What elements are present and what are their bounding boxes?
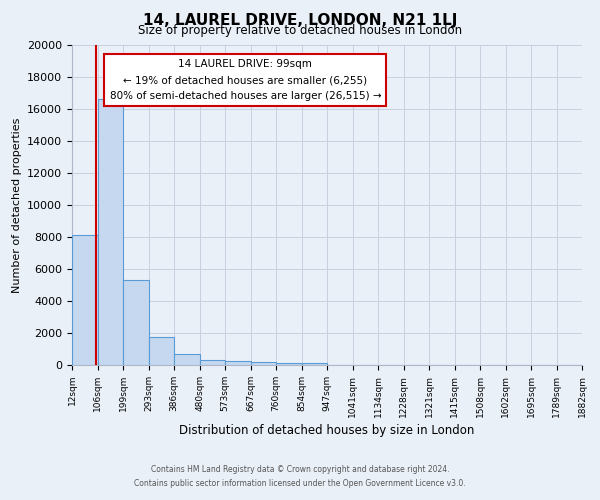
Bar <box>174 354 200 365</box>
Bar <box>98 100 123 365</box>
Bar <box>72 236 98 365</box>
Y-axis label: Number of detached properties: Number of detached properties <box>11 118 22 292</box>
Bar <box>200 360 225 365</box>
X-axis label: Distribution of detached houses by size in London: Distribution of detached houses by size … <box>179 424 475 437</box>
Bar <box>149 337 174 365</box>
Text: Contains HM Land Registry data © Crown copyright and database right 2024.
Contai: Contains HM Land Registry data © Crown c… <box>134 466 466 487</box>
Bar <box>225 362 251 365</box>
Bar <box>302 364 327 365</box>
Bar <box>123 280 149 365</box>
Bar <box>251 362 276 365</box>
Text: 14 LAUREL DRIVE: 99sqm
← 19% of detached houses are smaller (6,255)
80% of semi-: 14 LAUREL DRIVE: 99sqm ← 19% of detached… <box>110 60 381 100</box>
Bar <box>276 362 302 365</box>
Text: 14, LAUREL DRIVE, LONDON, N21 1LJ: 14, LAUREL DRIVE, LONDON, N21 1LJ <box>143 12 457 28</box>
Text: Size of property relative to detached houses in London: Size of property relative to detached ho… <box>138 24 462 37</box>
